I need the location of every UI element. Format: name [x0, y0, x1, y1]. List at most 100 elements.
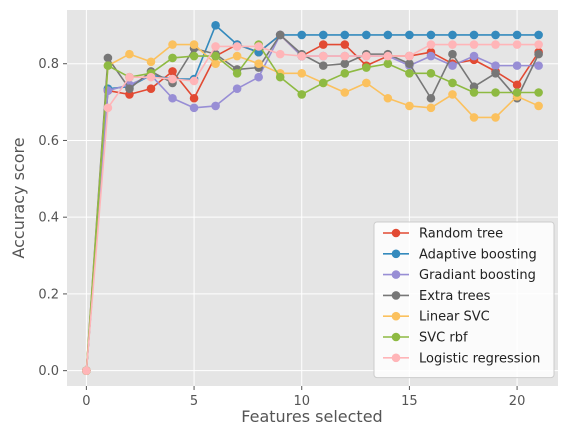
legend-item: Extra trees [383, 289, 491, 304]
data-point [448, 49, 457, 59]
legend-swatch-marker [391, 353, 401, 363]
data-point [318, 78, 328, 88]
data-point [512, 40, 522, 49]
x-axis-label: Features selected [241, 407, 382, 426]
data-point [340, 40, 350, 49]
data-point [469, 30, 479, 40]
data-point [168, 67, 177, 76]
series-line [85, 34, 540, 371]
data-point [405, 51, 414, 61]
data-point [189, 76, 199, 86]
data-point [189, 40, 199, 49]
data-point [82, 366, 91, 375]
legend: Random tree Adaptive boosting Gradiant boo… [373, 221, 555, 379]
data-point [340, 88, 350, 97]
data-point [232, 51, 242, 61]
data-point [534, 101, 543, 111]
x-tick-label: 10 [293, 394, 310, 409]
series-line [85, 43, 539, 371]
data-point [168, 74, 177, 84]
data-point [211, 59, 220, 69]
data-point [275, 49, 285, 59]
data-point [189, 103, 199, 113]
data-point [125, 49, 134, 59]
data-point [512, 61, 522, 70]
data-point [534, 30, 543, 40]
series-line [85, 43, 539, 371]
data-point [297, 90, 307, 99]
y-axis-label: Accuracy score [9, 137, 28, 258]
data-point [318, 30, 328, 40]
legend-swatch-marker [391, 228, 401, 238]
data-point [534, 49, 543, 59]
legend-swatch-marker [391, 311, 401, 321]
data-point [534, 88, 543, 97]
data-point [512, 80, 522, 90]
data-point [491, 30, 500, 40]
data-point [469, 51, 479, 61]
data-point [383, 93, 393, 103]
data-point [232, 69, 242, 78]
data-point [469, 40, 479, 49]
data-point [275, 30, 285, 40]
data-point [448, 61, 457, 70]
data-point [211, 42, 220, 51]
data-point [168, 53, 177, 63]
data-point [469, 113, 479, 122]
data-point [211, 101, 220, 111]
y-tick-label: 0.8 [38, 57, 59, 72]
series-extra-trees [82, 30, 543, 375]
data-point [168, 93, 177, 103]
data-point [491, 69, 500, 78]
data-point [362, 78, 371, 88]
x-tick-label: 15 [401, 394, 418, 409]
data-point [146, 84, 156, 93]
legend-label: Extra trees [419, 289, 491, 304]
data-point [405, 101, 414, 111]
series-line [85, 34, 540, 371]
data-point [512, 30, 522, 40]
data-point [426, 40, 436, 49]
data-point [383, 30, 393, 40]
legend-item: Adaptive boosting [383, 247, 537, 262]
data-point [146, 72, 156, 82]
data-point [340, 69, 350, 78]
data-point [405, 69, 414, 78]
data-point [340, 51, 350, 61]
y-tick-label: 0.6 [38, 134, 59, 149]
data-point [297, 30, 307, 40]
legend-item: Linear SVC [383, 310, 490, 325]
data-point [232, 84, 242, 93]
data-point [125, 72, 134, 82]
data-point [534, 40, 543, 49]
y-tick-label: 0.2 [38, 287, 59, 302]
data-point [297, 51, 307, 61]
data-point [103, 103, 113, 113]
data-point [318, 40, 328, 49]
legend-label: Adaptive boosting [419, 247, 537, 262]
data-point [448, 90, 457, 99]
y-tick-label: 0.4 [38, 211, 59, 226]
data-point [491, 88, 500, 97]
legend-label: Logistic regression [419, 351, 540, 366]
data-point [448, 30, 457, 40]
series-logistic-regression [82, 40, 543, 375]
legend-label: Gradiant boosting [419, 268, 536, 283]
data-point [318, 51, 328, 61]
legend-label: Random tree [419, 227, 503, 242]
data-point [103, 53, 113, 63]
data-point [426, 30, 436, 40]
data-point [491, 40, 500, 49]
data-point [275, 72, 285, 82]
data-point [426, 51, 436, 61]
legend-label: Linear SVC [419, 310, 490, 325]
data-point [491, 113, 500, 122]
data-point [232, 42, 242, 51]
data-point [426, 93, 436, 103]
data-point [340, 59, 350, 69]
legend-item: SVC rbf [383, 331, 468, 346]
data-point [362, 30, 371, 40]
data-point [383, 51, 393, 61]
legend-item: Gradiant boosting [383, 268, 536, 283]
